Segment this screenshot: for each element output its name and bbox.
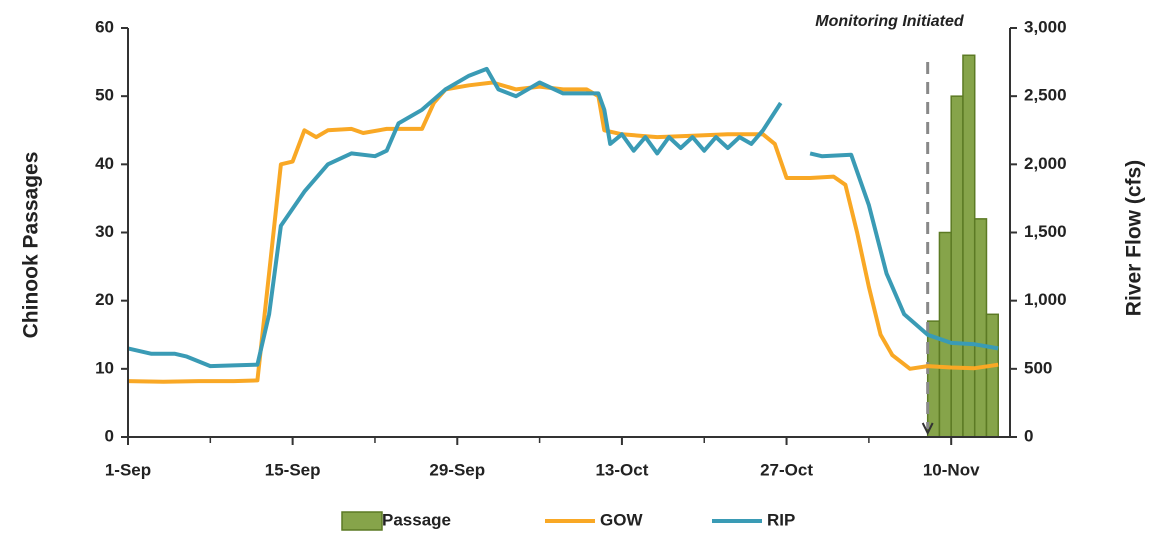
legend-swatch: [341, 511, 383, 531]
y-tick-label: 0: [105, 426, 114, 445]
x-tick-label: 10-Nov: [923, 460, 980, 479]
y2-tick-label: 2,000: [1024, 154, 1067, 173]
y2-tick-label: 500: [1024, 358, 1052, 377]
bar: [950, 95, 964, 438]
x-tick-label: 27-Oct: [760, 460, 813, 479]
y-tick-label: 20: [95, 290, 114, 309]
bar: [985, 313, 999, 438]
y2-axis-title: River Flow (cfs): [1123, 160, 1146, 316]
bar: [962, 54, 976, 438]
y2-tick-label: 2,500: [1024, 86, 1067, 105]
legend-label: GOW: [600, 510, 643, 529]
x-tick-label: 13-Oct: [595, 460, 648, 479]
y-tick-label: 10: [95, 358, 114, 377]
x-tick-label: 1-Sep: [105, 460, 151, 479]
y2-tick-label: 3,000: [1024, 17, 1067, 36]
x-tick-label: 29-Sep: [429, 460, 485, 479]
y-tick-label: 30: [95, 222, 114, 241]
y-tick-label: 50: [95, 86, 114, 105]
line: [127, 66, 999, 369]
y-tick-label: 60: [95, 17, 114, 36]
legend-label: RIP: [767, 510, 795, 529]
legend-label: Passage: [382, 510, 451, 529]
line: [127, 80, 999, 384]
annotation-arrow: [921, 422, 934, 436]
y2-tick-label: 1,000: [1024, 290, 1067, 309]
y2-tick-label: 1,500: [1024, 222, 1067, 241]
y2-tick-label: 0: [1024, 426, 1033, 445]
y-tick-label: 40: [95, 154, 114, 173]
annotation-text: Monitoring Initiated: [815, 13, 965, 30]
bar: [938, 231, 952, 438]
bar: [973, 218, 988, 438]
y-axis-title: Chinook Passages: [20, 152, 43, 339]
x-tick-label: 15-Sep: [265, 460, 321, 479]
